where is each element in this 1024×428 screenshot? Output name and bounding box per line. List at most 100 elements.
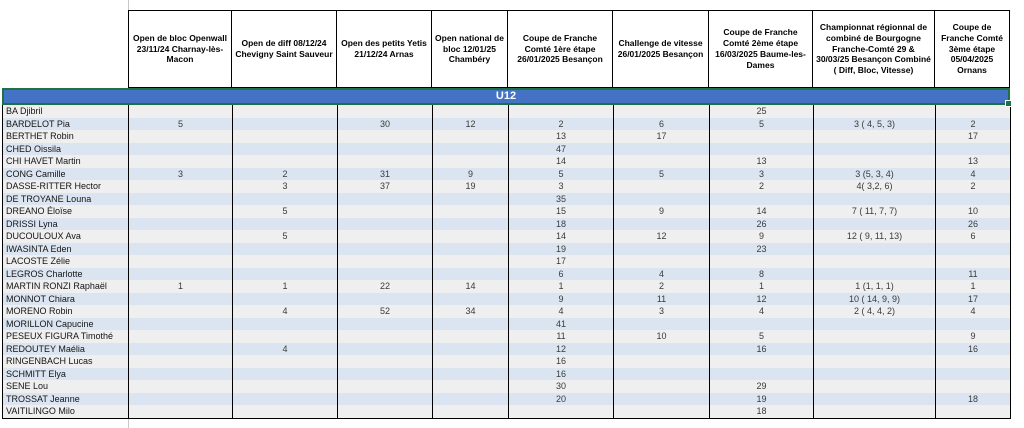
- result-cell[interactable]: [233, 267, 338, 280]
- result-cell[interactable]: 4: [936, 167, 1011, 180]
- column-header[interactable]: Coupe de Franche Comté 3ème étape 05/04/…: [935, 10, 1010, 88]
- result-cell[interactable]: [433, 405, 509, 418]
- result-cell[interactable]: 14: [509, 155, 614, 168]
- result-cell[interactable]: [433, 205, 509, 218]
- result-cell[interactable]: 10: [936, 205, 1011, 218]
- result-cell[interactable]: [129, 392, 233, 405]
- result-cell[interactable]: [338, 230, 433, 243]
- result-cell[interactable]: [129, 155, 233, 168]
- result-cell[interactable]: [338, 292, 433, 305]
- column-header[interactable]: Coupe de Franche Comté 2ème étape 16/03/…: [709, 10, 813, 88]
- result-cell[interactable]: 31: [338, 167, 433, 180]
- result-cell[interactable]: [433, 242, 509, 255]
- result-cell[interactable]: 3: [710, 167, 814, 180]
- athlete-name[interactable]: DASSE-RITTER Hector: [3, 180, 129, 193]
- result-cell[interactable]: 14: [433, 280, 509, 293]
- result-cell[interactable]: [233, 117, 338, 130]
- column-header[interactable]: Championnat régionnal de combiné de Bour…: [813, 10, 935, 88]
- athlete-name[interactable]: TROSSAT Jeanne: [3, 392, 129, 405]
- athlete-name[interactable]: MONNOT Chiara: [3, 292, 129, 305]
- result-cell[interactable]: [129, 380, 233, 393]
- result-cell[interactable]: [129, 292, 233, 305]
- result-cell[interactable]: 1: [129, 280, 233, 293]
- athlete-name[interactable]: IWASINTA Eden: [3, 242, 129, 255]
- result-cell[interactable]: 17: [936, 292, 1011, 305]
- result-cell[interactable]: 4( 3,2, 6): [814, 180, 936, 193]
- result-cell[interactable]: [129, 242, 233, 255]
- result-cell[interactable]: 4: [233, 305, 338, 318]
- result-cell[interactable]: 6: [509, 267, 614, 280]
- result-cell[interactable]: [129, 342, 233, 355]
- result-cell[interactable]: [433, 342, 509, 355]
- result-cell[interactable]: [814, 130, 936, 143]
- athlete-name[interactable]: MORENO Robin: [3, 305, 129, 318]
- result-cell[interactable]: 34: [433, 305, 509, 318]
- result-cell[interactable]: [338, 330, 433, 343]
- result-cell[interactable]: 9: [433, 167, 509, 180]
- result-cell[interactable]: 3: [614, 305, 710, 318]
- result-cell[interactable]: [814, 342, 936, 355]
- athlete-name[interactable]: SCHMITT Elya: [3, 367, 129, 380]
- result-cell[interactable]: 13: [509, 130, 614, 143]
- result-cell[interactable]: [338, 142, 433, 155]
- result-cell[interactable]: 30: [509, 380, 614, 393]
- athlete-name[interactable]: BARDELOT Pia: [3, 117, 129, 130]
- result-cell[interactable]: [433, 267, 509, 280]
- result-cell[interactable]: [233, 255, 338, 268]
- result-cell[interactable]: 6: [614, 117, 710, 130]
- result-cell[interactable]: 20: [509, 392, 614, 405]
- athlete-name[interactable]: BA Djibril: [3, 105, 129, 118]
- result-cell[interactable]: 2: [936, 180, 1011, 193]
- result-cell[interactable]: [936, 380, 1011, 393]
- result-cell[interactable]: [614, 105, 710, 118]
- result-cell[interactable]: 23: [710, 242, 814, 255]
- result-cell[interactable]: [233, 242, 338, 255]
- result-cell[interactable]: [433, 192, 509, 205]
- result-cell[interactable]: [129, 367, 233, 380]
- result-cell[interactable]: 5: [710, 330, 814, 343]
- result-cell[interactable]: [338, 380, 433, 393]
- result-cell[interactable]: [936, 317, 1011, 330]
- result-cell[interactable]: [338, 192, 433, 205]
- result-cell[interactable]: [710, 130, 814, 143]
- column-header[interactable]: Open national de bloc 12/01/25 Chambéry: [432, 10, 508, 88]
- result-cell[interactable]: 25: [710, 105, 814, 118]
- result-cell[interactable]: [433, 130, 509, 143]
- result-cell[interactable]: [433, 230, 509, 243]
- athlete-name[interactable]: LEGROS Charlotte: [3, 267, 129, 280]
- result-cell[interactable]: [814, 380, 936, 393]
- result-cell[interactable]: 11: [936, 267, 1011, 280]
- result-cell[interactable]: 47: [509, 142, 614, 155]
- result-cell[interactable]: 9: [936, 330, 1011, 343]
- result-cell[interactable]: [509, 105, 614, 118]
- column-header[interactable]: Coupe de Franche Comté 1ère étape 26/01/…: [508, 10, 613, 88]
- result-cell[interactable]: [433, 367, 509, 380]
- result-cell[interactable]: [338, 367, 433, 380]
- result-cell[interactable]: [614, 242, 710, 255]
- result-cell[interactable]: [233, 142, 338, 155]
- result-cell[interactable]: 10 ( 14, 9, 9): [814, 292, 936, 305]
- fill-handle-icon[interactable]: [1005, 100, 1012, 107]
- result-cell[interactable]: [936, 355, 1011, 368]
- result-cell[interactable]: 12: [710, 292, 814, 305]
- result-cell[interactable]: [233, 317, 338, 330]
- result-cell[interactable]: [129, 255, 233, 268]
- result-cell[interactable]: 19: [509, 242, 614, 255]
- result-cell[interactable]: [936, 405, 1011, 418]
- result-cell[interactable]: [936, 242, 1011, 255]
- athlete-name[interactable]: RINGENBACH Lucas: [3, 355, 129, 368]
- result-cell[interactable]: 18: [509, 217, 614, 230]
- result-cell[interactable]: 14: [509, 230, 614, 243]
- result-cell[interactable]: [233, 155, 338, 168]
- result-cell[interactable]: 1: [233, 280, 338, 293]
- result-cell[interactable]: [129, 217, 233, 230]
- athlete-name[interactable]: MORILLON Capucine: [3, 317, 129, 330]
- result-cell[interactable]: 2 ( 4, 4, 2): [814, 305, 936, 318]
- athlete-name[interactable]: VAITILINGO Milo: [3, 405, 129, 418]
- result-cell[interactable]: [614, 317, 710, 330]
- result-cell[interactable]: [129, 230, 233, 243]
- result-cell[interactable]: [614, 367, 710, 380]
- result-cell[interactable]: 10: [614, 330, 710, 343]
- result-cell[interactable]: 17: [614, 130, 710, 143]
- result-cell[interactable]: [814, 392, 936, 405]
